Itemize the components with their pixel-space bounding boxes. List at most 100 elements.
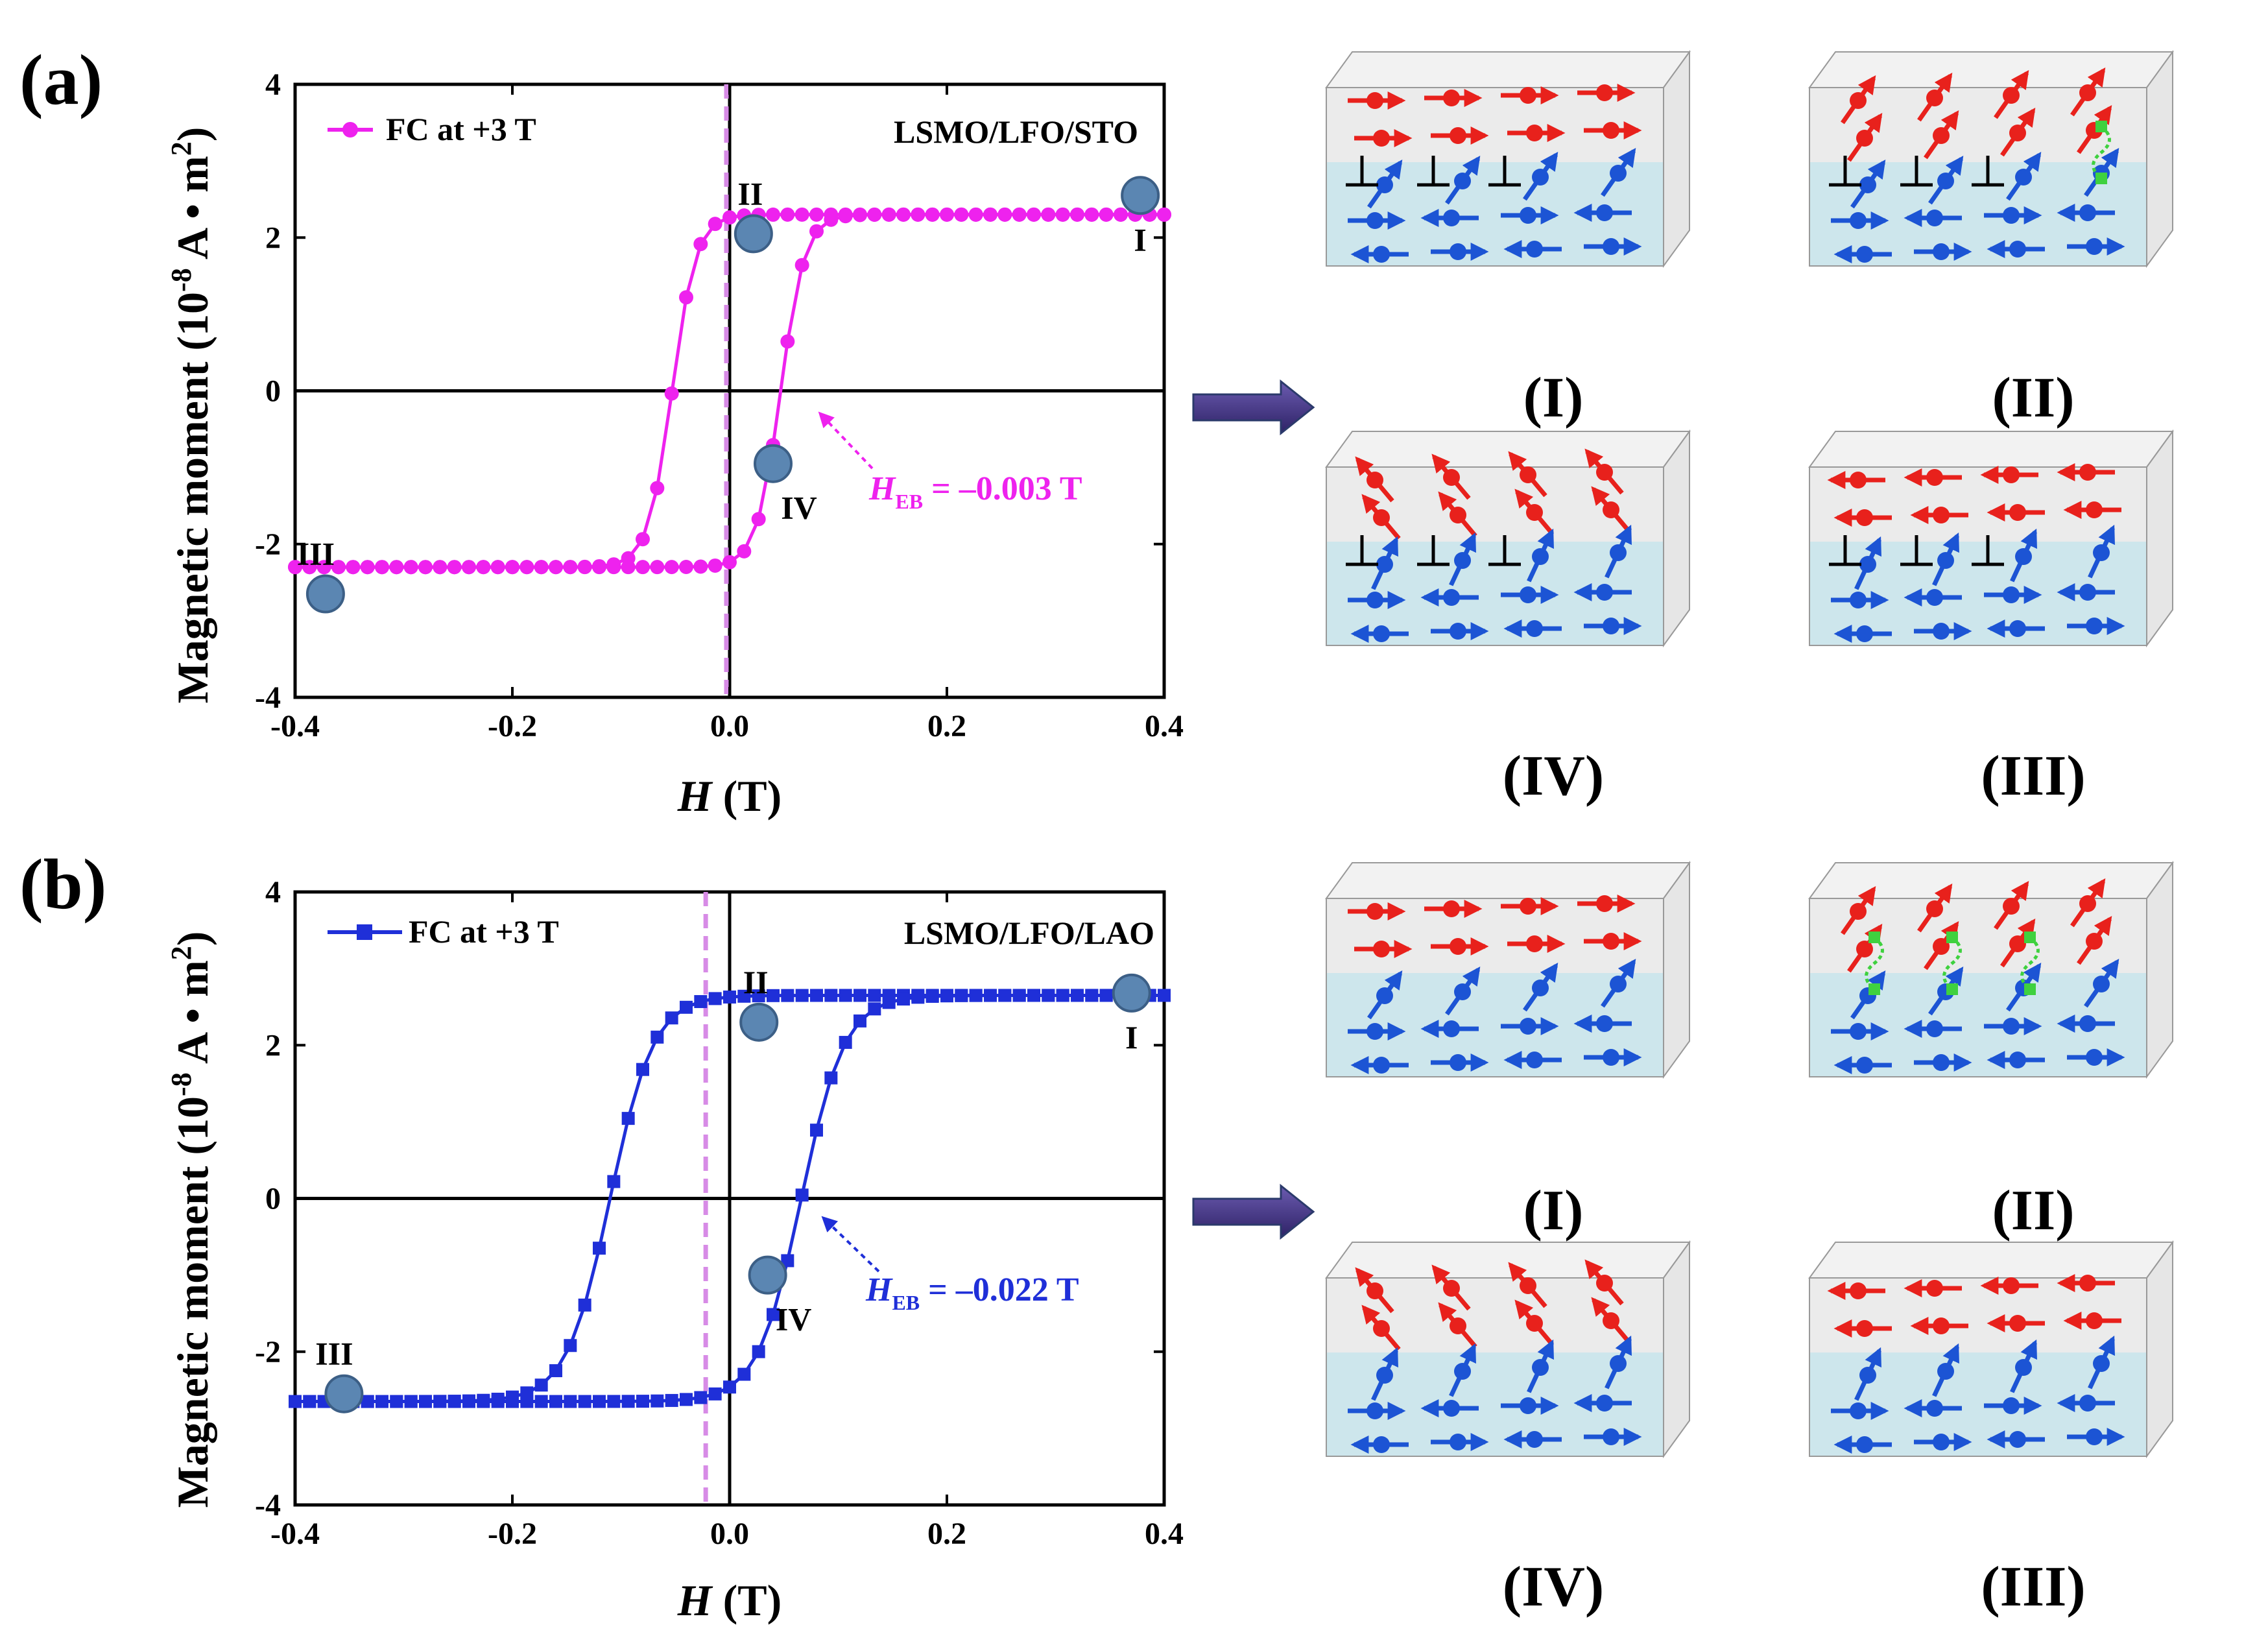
fm-spin-ball xyxy=(1443,900,1460,917)
legend-label-a: FC at +3 T xyxy=(386,111,536,147)
y-axis-title-a: Magnetic moment (10-8 A • m2) xyxy=(165,127,217,704)
afm-spin-ball xyxy=(1443,1020,1460,1037)
fm-spin-ball xyxy=(1856,509,1873,526)
y-axis-title-b: Magnetic moment (10-8 A • m2) xyxy=(165,932,217,1508)
fm-spin-ball xyxy=(2086,933,2103,950)
afm-spin-ball xyxy=(2003,586,2020,603)
state-label-III-a: III xyxy=(297,536,335,572)
fm-spin-ball xyxy=(1926,900,1943,917)
interface-spin-ball xyxy=(2015,169,2032,186)
fm-spin-ball xyxy=(1367,472,1383,488)
afm-spin-ball xyxy=(2086,1428,2103,1445)
chart-b: (b) Magnetic moment (10-8 A • m2) H (T) … xyxy=(19,845,1184,1625)
fm-spin-ball xyxy=(1443,90,1460,106)
data-point-a xyxy=(708,558,722,573)
data-point-b xyxy=(607,1175,621,1188)
transition-arrow-b xyxy=(1192,1183,1315,1240)
interface-spin-ball xyxy=(1454,173,1471,189)
fm-spin-ball xyxy=(1856,941,1873,957)
fm-spin-ball xyxy=(1933,507,1950,523)
afm-spin-ball xyxy=(2079,204,2096,221)
afm-spin-ball xyxy=(1603,238,1619,255)
box-side-face xyxy=(2146,1240,2173,1459)
fm-spin-ball xyxy=(1367,1282,1383,1299)
interface-spin-ball xyxy=(2093,976,2110,992)
data-point-b xyxy=(462,1395,475,1408)
state-marker-III-b xyxy=(324,1374,364,1413)
heb-arrow-b xyxy=(821,1216,880,1273)
fm-spin-ball xyxy=(2079,1275,2096,1292)
data-point-a xyxy=(664,386,679,401)
dislocation-symbol xyxy=(1417,156,1450,187)
spin-box-b-III xyxy=(1808,1240,2174,1459)
data-point-b xyxy=(621,1112,635,1125)
data-point-b xyxy=(868,989,881,1002)
ytick-label-a: 0 xyxy=(265,374,281,409)
afm-spin-ball xyxy=(1373,1436,1390,1453)
fm-spin-ball xyxy=(1850,92,1867,109)
y-axis-title-end-b: ) xyxy=(168,932,217,946)
pinning-link xyxy=(2092,125,2111,180)
data-point-a xyxy=(636,532,650,547)
afm-spin-ball xyxy=(2009,1052,2026,1068)
state-marker-II-b xyxy=(739,1002,779,1042)
diagram-label-b-I: (I) xyxy=(1523,1179,1584,1242)
diagram-label-a-I: (I) xyxy=(1523,367,1584,429)
spin-diagrams xyxy=(1325,49,2174,1459)
data-point-a xyxy=(1012,207,1027,222)
diagram-label-b-IV: (IV) xyxy=(1503,1556,1604,1618)
y-axis-title-main-b: Magnetic moment (10 xyxy=(168,1096,217,1508)
fm-spin-ball xyxy=(2003,1277,2020,1294)
xtick-label-a: -0.4 xyxy=(270,709,320,743)
afm-spin-ball xyxy=(1526,620,1543,637)
interface-spin-ball xyxy=(1454,1363,1471,1380)
data-point-b xyxy=(549,1364,562,1378)
dislocation-symbol xyxy=(1488,156,1521,187)
data-point-b xyxy=(955,989,968,1002)
interface-spin-ball xyxy=(1859,556,1876,573)
pinning-link xyxy=(2020,936,2040,991)
afm-spin-ball xyxy=(2009,1431,2026,1448)
data-point-a xyxy=(1084,207,1099,222)
data-point-a xyxy=(563,560,578,575)
state-label-I-a: I xyxy=(1134,221,1146,258)
data-point-b xyxy=(998,989,1012,1002)
fm-spin-ball xyxy=(1450,507,1466,523)
xtick-label-a: -0.2 xyxy=(488,709,537,743)
ytick-label-a: -2 xyxy=(255,527,281,562)
y-axis-title-mid-b: A • m xyxy=(168,960,217,1072)
data-point-a xyxy=(679,559,693,574)
data-point-b xyxy=(795,989,809,1002)
data-point-b xyxy=(665,1393,678,1407)
afm-spin-ball xyxy=(1926,589,1943,606)
afm-spin-ball xyxy=(2003,1397,2020,1414)
afm-spin-ball xyxy=(2079,1015,2096,1032)
state-marker-III-a xyxy=(305,574,345,614)
interface-spin-ball xyxy=(1454,552,1471,569)
data-point-b xyxy=(723,991,736,1004)
fm-spin-ball xyxy=(2009,935,2026,952)
afm-spin-ball xyxy=(1596,204,1613,221)
data-point-a xyxy=(794,207,809,222)
fm-spin-ball xyxy=(1443,1280,1460,1297)
fm-spin-ball xyxy=(1520,466,1536,483)
data-point-b xyxy=(404,1395,418,1408)
xtick-label-a: 0.0 xyxy=(710,709,749,743)
data-point-a xyxy=(881,207,896,222)
fm-spin-ball xyxy=(1933,938,1950,955)
data-point-b xyxy=(607,1395,621,1408)
box-top-face xyxy=(1325,431,1691,468)
fm-spin-ball xyxy=(1603,122,1619,139)
afm-spin-ball xyxy=(2086,238,2103,255)
legend-marker-a xyxy=(342,122,358,138)
data-point-b xyxy=(708,1387,722,1401)
data-point-a xyxy=(360,560,375,575)
data-point-b xyxy=(1158,989,1171,1002)
data-point-b xyxy=(433,1395,447,1408)
fm-spin-ball xyxy=(2086,1312,2103,1329)
box-side-face xyxy=(1663,49,1690,269)
data-point-b xyxy=(810,989,823,1002)
box-front-face xyxy=(1809,466,2147,646)
data-point-b xyxy=(984,989,997,1002)
xtick-label-b: 0.4 xyxy=(1145,1517,1184,1551)
